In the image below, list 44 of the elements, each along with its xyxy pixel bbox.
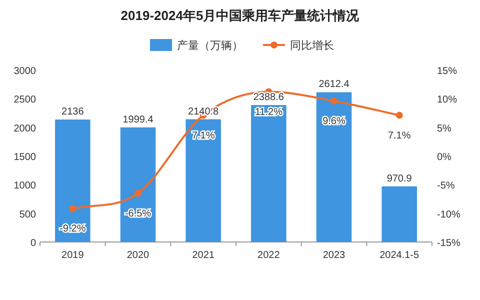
data-label: 11.2% (254, 106, 283, 118)
y-tick-label: 3000 (14, 66, 36, 77)
data-label: 9.6% (322, 116, 346, 127)
y2-tick-label: -15% (437, 238, 460, 249)
point (134, 190, 142, 197)
x-tick-label: 2020 (126, 250, 150, 261)
y2-tick-label: 15% (437, 66, 458, 77)
chart-title: 2019-2024年5月中国乘用车产量统计情况 (120, 8, 360, 23)
data-label: -9.2% (60, 224, 86, 235)
bar (382, 186, 417, 242)
data-label: 7.1% (192, 130, 215, 142)
x-tick-label: 2024.1-5 (380, 250, 420, 261)
data-label: 970.9 (386, 173, 412, 184)
y-tick-label: 500 (19, 209, 36, 220)
bar (251, 105, 286, 242)
point (396, 112, 403, 119)
data-label: 2612.4 (318, 79, 350, 90)
y-tick-label: 2000 (14, 123, 36, 134)
data-label: 2388.6 (253, 92, 284, 104)
x-tick-label: 2023 (322, 250, 346, 261)
bar (316, 92, 352, 242)
bar (120, 127, 156, 242)
bar (55, 120, 90, 242)
y2-tick-label: -10% (437, 209, 460, 220)
y2-tick-label: 0% (437, 152, 452, 163)
x-tick-label: 2021 (192, 250, 215, 261)
x-tick-label: 2022 (258, 250, 280, 261)
legend-label: 同比增长 (290, 39, 334, 52)
data-label: 2136 (62, 106, 84, 118)
point (69, 205, 76, 212)
data-label: 1999.4 (122, 114, 154, 126)
y-tick-label: 1000 (14, 180, 36, 192)
x-tick-label: 2019 (62, 250, 84, 261)
y-tick-label: 0 (30, 238, 36, 249)
y2-tick-label: 5% (437, 123, 452, 134)
point (330, 97, 338, 104)
y2-tick-label: -5% (437, 180, 455, 192)
y-tick-label: 2500 (14, 94, 36, 106)
y-tick-label: 1500 (14, 152, 36, 163)
data-label: -6.5% (124, 208, 152, 220)
data-label: 7.1% (388, 130, 411, 142)
y2-tick-label: 10% (437, 94, 458, 106)
bar (186, 119, 221, 242)
legend-label: 产量（万辆） (177, 39, 243, 52)
